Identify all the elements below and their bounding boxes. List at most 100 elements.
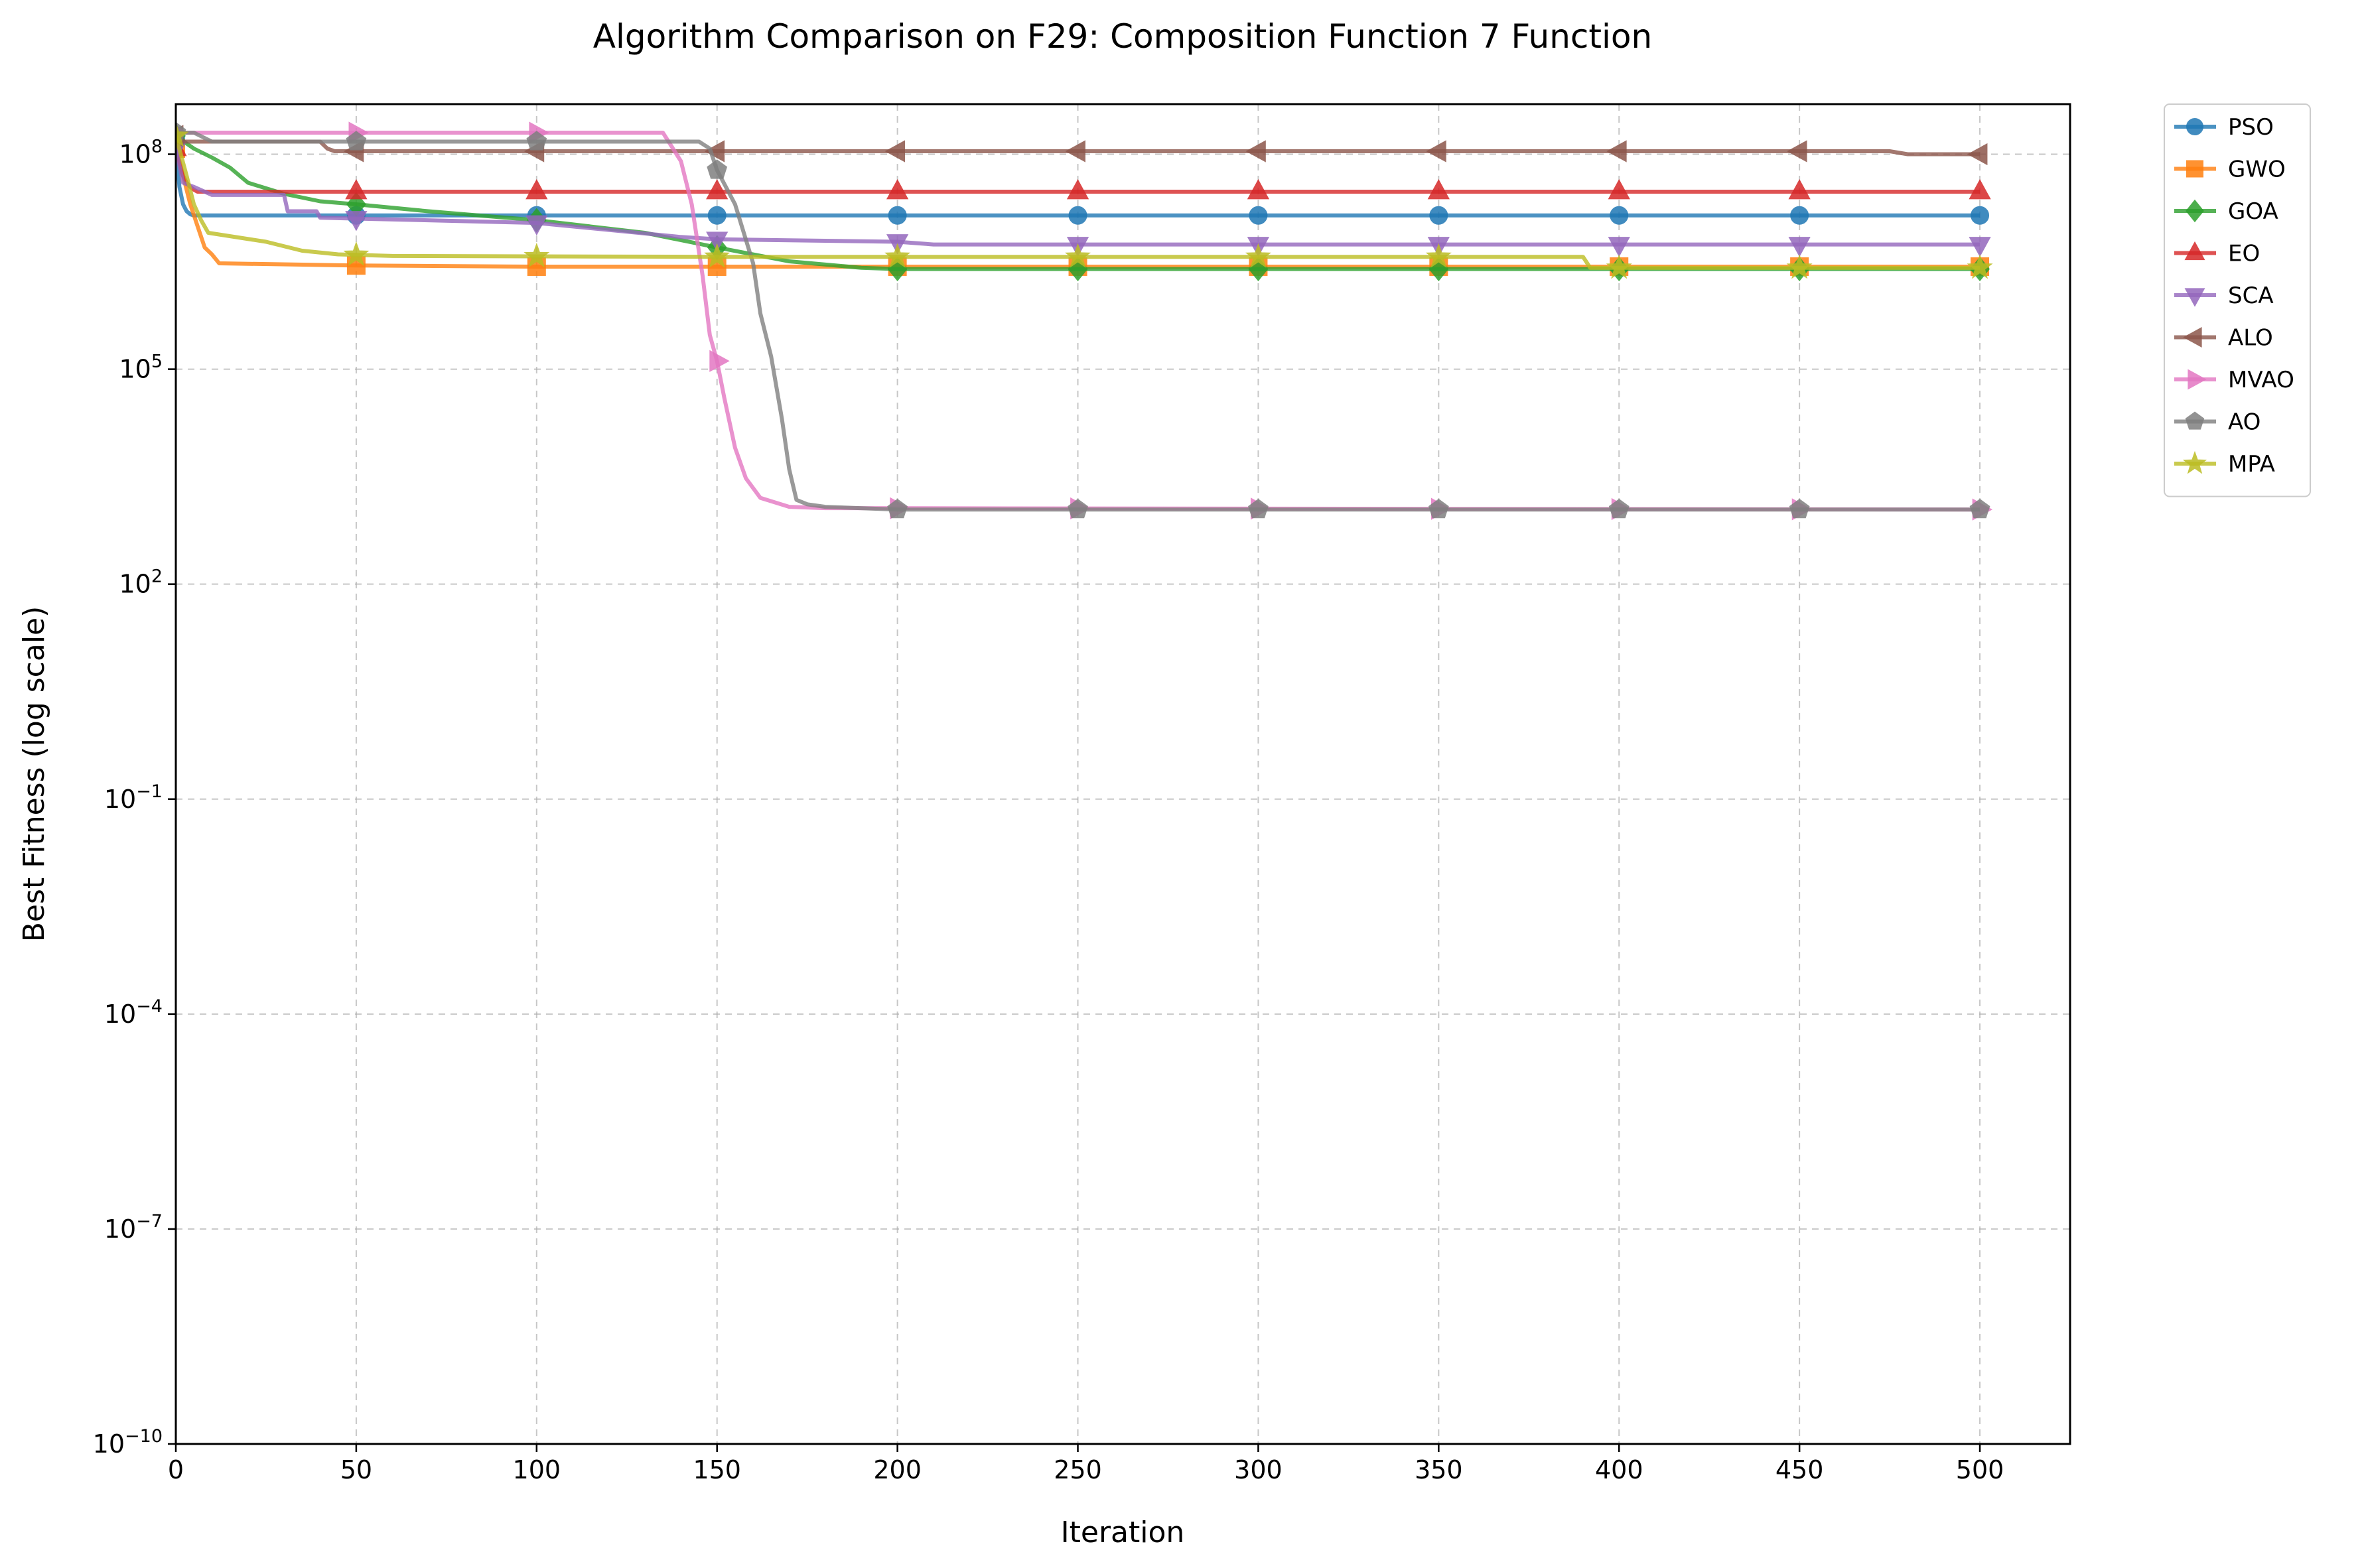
legend-label-mpa: MPA xyxy=(2228,451,2275,478)
series-marker-mpa xyxy=(1065,243,1091,268)
legend-entry-ao: AO xyxy=(2174,409,2260,436)
legend-label-pso: PSO xyxy=(2228,114,2274,141)
legend-label-mvao: MVAO xyxy=(2228,367,2294,393)
series-marker-mpa xyxy=(1786,254,1813,279)
series-marker-ao xyxy=(1969,498,1990,519)
grid xyxy=(175,104,2070,1445)
x-tick-label: 100 xyxy=(513,1455,561,1484)
x-axis: 0 50 100 150 200 250 300 350 400 450 500 xyxy=(168,1444,2004,1484)
series-group xyxy=(176,121,1993,521)
series-marker-ao xyxy=(887,498,908,519)
legend-entry-pso: PSO xyxy=(2174,114,2274,141)
series-marker-alo xyxy=(1245,140,1266,163)
series-marker-pso xyxy=(1971,206,1990,225)
series-marker-mpa xyxy=(884,243,911,268)
y-tick-label: 10−10 xyxy=(93,1426,163,1459)
legend-entry-mvao: MVAO xyxy=(2174,367,2294,393)
series-marker-sca xyxy=(345,211,368,231)
y-tick-label: 105 xyxy=(119,352,163,384)
series-marker-pso xyxy=(1249,206,1268,225)
series-marker-eo xyxy=(1427,179,1450,200)
series-marker-ao xyxy=(1789,498,1810,519)
series-marker-pso xyxy=(1790,206,1809,225)
x-tick-label: 200 xyxy=(873,1455,922,1484)
x-tick-label: 250 xyxy=(1054,1455,1102,1484)
series-marker-ao xyxy=(1608,498,1630,519)
series-marker-mpa xyxy=(704,243,730,268)
x-tick-label: 500 xyxy=(1956,1455,2004,1484)
x-tick-label: 0 xyxy=(168,1455,184,1484)
series-marker-ao xyxy=(526,131,547,151)
legend-marker-goa xyxy=(2186,199,2204,223)
legend-marker-ao xyxy=(2185,411,2205,430)
series-marker-eo xyxy=(1247,179,1270,200)
y-axis: 10−10 10−7 10−4 10−1 102 105 108 xyxy=(93,137,176,1459)
legend-marker-sca xyxy=(2184,288,2205,307)
series-marker-ao xyxy=(1248,498,1269,519)
legend-entry-sca: SCA xyxy=(2174,283,2274,309)
legend-marker-eo xyxy=(2184,241,2205,261)
x-tick-label: 450 xyxy=(1775,1455,1824,1484)
series-line-goa xyxy=(176,134,1980,271)
series-marker-mpa xyxy=(523,242,550,268)
legend-label-goa: GOA xyxy=(2228,198,2278,225)
x-tick-label: 350 xyxy=(1415,1455,1463,1484)
series-marker-alo xyxy=(1426,140,1446,163)
series-marker-mvao xyxy=(709,350,730,372)
x-tick-label: 400 xyxy=(1595,1455,1643,1484)
series-marker-pso xyxy=(1610,206,1629,225)
x-axis-label: Iteration xyxy=(1061,1516,1185,1549)
series-marker-alo xyxy=(884,140,906,163)
series-marker-sca xyxy=(525,215,548,236)
series-marker-alo xyxy=(1967,143,1988,166)
series-marker-pso xyxy=(888,206,907,225)
series-marker-mpa xyxy=(1245,243,1271,268)
y-tick-label: 10−4 xyxy=(104,996,163,1029)
series-marker-mpa xyxy=(176,122,189,147)
series-line-alo xyxy=(176,134,1980,157)
legend-marker-pso xyxy=(2186,118,2203,135)
legend-marker-mvao xyxy=(2188,369,2207,390)
y-axis-label: Best Fitness (log scale) xyxy=(17,606,51,943)
series-marker-eo xyxy=(1066,179,1089,200)
series-marker-alo xyxy=(1065,140,1085,163)
legend-entry-gwo: GWO xyxy=(2174,157,2286,183)
series-marker-ao xyxy=(346,131,367,151)
series-marker-pso xyxy=(1429,206,1448,225)
series-marker-sca xyxy=(1608,237,1630,257)
series-marker-sca xyxy=(1788,237,1811,257)
y-tick-label: 108 xyxy=(119,137,163,169)
series-marker-sca xyxy=(706,231,729,252)
series-marker-alo xyxy=(1787,140,1807,163)
legend-marker-gwo xyxy=(2186,160,2203,178)
legend-entry-alo: ALO xyxy=(2174,325,2273,352)
series-marker-mpa xyxy=(1425,243,1452,268)
series-line-mpa xyxy=(176,135,1980,270)
series-marker-ao xyxy=(707,159,728,179)
series-marker-eo xyxy=(706,179,729,200)
series-marker-eo xyxy=(1608,179,1630,200)
series-line-gwo xyxy=(176,148,1980,269)
series-marker-alo xyxy=(1606,140,1627,163)
plot-frame xyxy=(174,103,2071,1445)
legend-label-sca: SCA xyxy=(2228,283,2274,309)
series-line-mvao xyxy=(176,131,1981,512)
series-marker-eo xyxy=(1969,179,1991,200)
series-marker-mpa xyxy=(1606,254,1632,279)
series-marker-mpa xyxy=(343,241,370,266)
y-tick-label: 102 xyxy=(119,566,163,599)
legend-label-ao: AO xyxy=(2228,409,2260,436)
x-tick-label: 300 xyxy=(1234,1455,1283,1484)
series-marker-alo xyxy=(704,140,725,163)
legend-marker-alo xyxy=(2183,327,2202,348)
legend-label-eo: EO xyxy=(2228,241,2260,267)
series-marker-pso xyxy=(1068,206,1087,225)
y-tick-label: 10−1 xyxy=(104,781,163,814)
chart-title: Algorithm Comparison on F29: Composition… xyxy=(593,17,1652,56)
legend-marker-mpa xyxy=(2182,450,2207,474)
legend-label-gwo: GWO xyxy=(2228,157,2286,183)
x-tick-label: 150 xyxy=(693,1455,741,1484)
series-marker-sca xyxy=(1969,237,1991,257)
